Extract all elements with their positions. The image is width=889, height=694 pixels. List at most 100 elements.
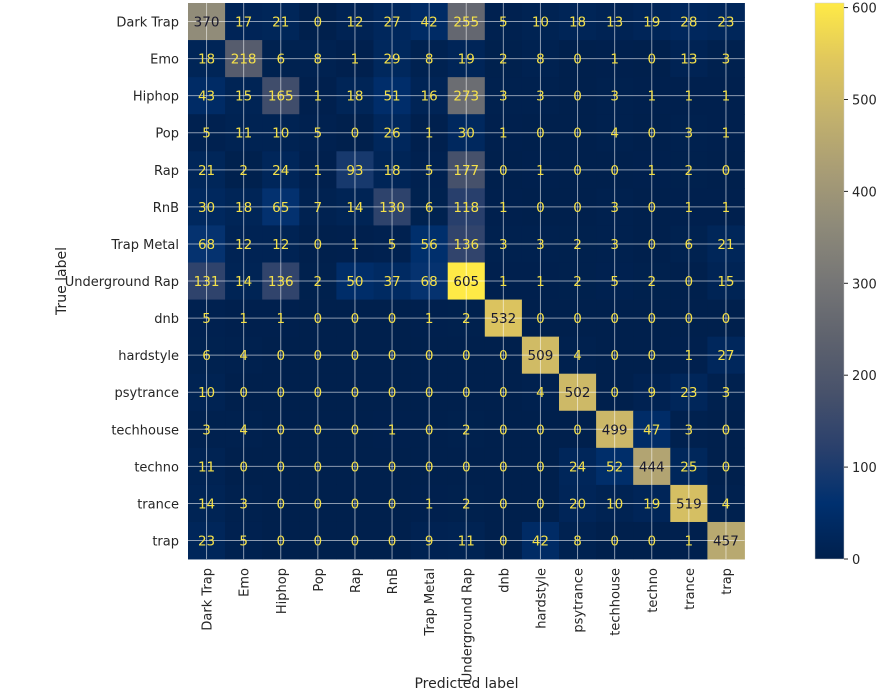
cell-value: 4: [239, 422, 248, 438]
y-axis-label: True label: [54, 247, 70, 316]
cell-value: 19: [643, 496, 660, 512]
x-tick-label: Trap Metal: [423, 568, 438, 637]
cell-value: 0: [647, 200, 656, 216]
cell-value: 2: [239, 163, 248, 179]
cell-value: 25: [680, 459, 697, 475]
x-tick-label: techno: [646, 568, 661, 613]
cell-value: 0: [351, 459, 360, 475]
cell-value: 1: [685, 89, 694, 105]
cell-value: 5: [314, 126, 323, 142]
cell-value: 14: [198, 496, 215, 512]
cell-value: 457: [713, 534, 739, 550]
cell-value: 6: [425, 200, 434, 216]
y-tick-label: Hiphop: [133, 90, 179, 105]
cell-value: 3: [536, 237, 545, 253]
cell-value: 0: [425, 348, 434, 364]
cell-value: 1: [425, 126, 434, 142]
y-tick-label: techhouse: [111, 423, 179, 438]
colorbar-tick-label: 100: [852, 461, 877, 476]
cell-value: 12: [272, 237, 289, 253]
cell-value: 43: [198, 89, 215, 105]
y-tick-label: RnB: [153, 201, 179, 216]
cell-value: 10: [606, 496, 623, 512]
cell-value: 5: [239, 534, 248, 550]
cell-value: 0: [388, 348, 397, 364]
cell-value: 0: [276, 348, 285, 364]
cell-value: 4: [610, 126, 619, 142]
cell-value: 3: [499, 237, 508, 253]
cell-value: 56: [421, 237, 438, 253]
cell-value: 0: [722, 422, 731, 438]
y-tick-label: Emo: [150, 53, 179, 68]
cell-value: 4: [573, 348, 582, 364]
y-tick-labels: Dark Trap Emo Hiphop Pop Rap RnB Trap Metal Und…: [65, 16, 179, 550]
cell-value: 18: [383, 163, 400, 179]
cell-value: 130: [379, 200, 405, 216]
cell-value: 6: [276, 52, 285, 68]
cell-value: 1: [536, 163, 545, 179]
cell-value: 8: [573, 534, 582, 550]
cell-value: 0: [499, 422, 508, 438]
cell-value: 0: [647, 348, 656, 364]
colorbar-tick-label: 200: [852, 369, 877, 384]
cell-value: 13: [606, 15, 623, 31]
x-tick-label: trap: [720, 568, 735, 595]
colorbar: 0 100 200 300 400 500 600: [814, 2, 877, 568]
cell-value: 29: [383, 52, 400, 68]
cell-value: 68: [198, 237, 215, 253]
cell-value: 0: [647, 311, 656, 327]
cell-value: 6: [202, 348, 211, 364]
cell-value: 0: [425, 459, 434, 475]
cell-value: 5: [202, 311, 211, 327]
cell-value: 24: [569, 459, 586, 475]
cell-value: 0: [647, 52, 656, 68]
cell-value: 1: [647, 89, 656, 105]
cell-value: 0: [425, 422, 434, 438]
cell-value: 1: [239, 311, 248, 327]
cell-value: 11: [198, 459, 215, 475]
cell-value: 0: [388, 459, 397, 475]
cell-value: 50: [346, 274, 363, 290]
cell-value: 2: [573, 237, 582, 253]
x-tick-label: Rap: [349, 568, 364, 593]
cell-value: 131: [194, 274, 220, 290]
y-tick-label: psytrance: [114, 386, 179, 401]
x-tick-label: Hiphop: [275, 568, 290, 614]
cell-value: 14: [346, 200, 363, 216]
x-tick-labels: Dark Trap Emo Hiphop Pop Rap RnB Trap Metal Und…: [201, 568, 735, 682]
cell-value: 0: [573, 422, 582, 438]
gridlines: [188, 3, 745, 560]
cell-value: 21: [272, 15, 289, 31]
cell-value: 21: [198, 163, 215, 179]
cell-value: 3: [722, 385, 731, 401]
cell-value: 0: [610, 348, 619, 364]
cell-value: 0: [276, 534, 285, 550]
colorbar-tick-label: 500: [852, 93, 877, 108]
cell-value: 0: [499, 385, 508, 401]
cell-value: 532: [490, 311, 516, 327]
cell-value: 1: [647, 163, 656, 179]
cell-value: 1: [425, 496, 434, 512]
cell-value: 8: [536, 52, 545, 68]
cell-value: 0: [573, 200, 582, 216]
cell-value: 2: [647, 274, 656, 290]
cell-value: 3: [499, 89, 508, 105]
y-tick-label: Trap Metal: [110, 238, 179, 253]
cell-value: 1: [351, 237, 360, 253]
cell-value: 5: [425, 163, 434, 179]
cell-value: 0: [573, 52, 582, 68]
cell-value: 19: [643, 15, 660, 31]
cell-value: 0: [499, 348, 508, 364]
y-tick-label: Pop: [155, 127, 179, 142]
cell-value: 0: [536, 459, 545, 475]
cell-value: 93: [346, 163, 363, 179]
cell-value: 218: [231, 52, 257, 68]
cell-value: 0: [351, 126, 360, 142]
cell-value: 5: [610, 274, 619, 290]
cell-value: 8: [314, 52, 323, 68]
colorbar-ticks: 0 100 200 300 400 500 600: [844, 2, 877, 568]
cell-value: 0: [610, 311, 619, 327]
cell-value: 18: [346, 89, 363, 105]
cell-value: 3: [685, 422, 694, 438]
